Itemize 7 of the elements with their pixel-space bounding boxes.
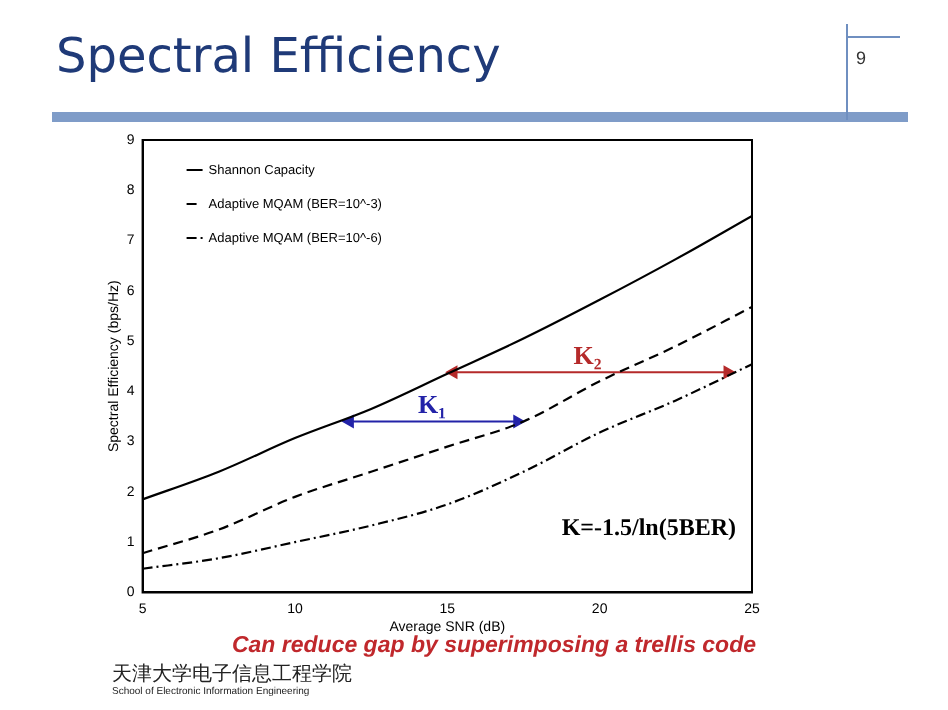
chart-title: Spectral Efficiency: [56, 28, 501, 84]
text: 9: [856, 48, 867, 68]
annotation: K₂: [573, 339, 602, 370]
annotation: K=-1.5/ln(5BER): [561, 513, 736, 542]
text: Can reduce gap by superimposing a trellis code: [229, 634, 758, 658]
annotation: K₁: [418, 389, 447, 420]
text: 天津大学电子信息工程学院: [112, 661, 352, 686]
